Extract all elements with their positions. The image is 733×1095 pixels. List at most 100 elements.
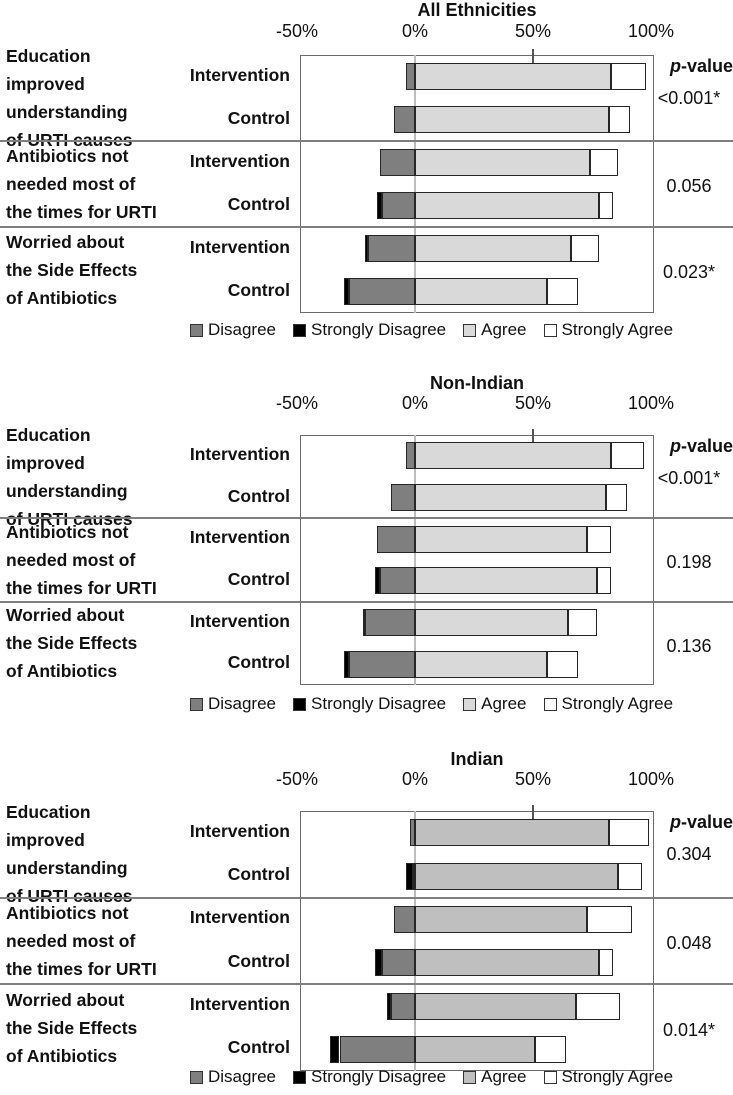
legend-label: Agree [481, 1067, 527, 1086]
legend-item: Disagree [189, 320, 276, 340]
bar-segment-strongly-agree [587, 905, 633, 933]
question-label: Education improved understanding of URTI ca… [6, 802, 211, 906]
x-axis-tick-label: 0% [401, 393, 428, 413]
p-value-header-italic-p: p [669, 56, 681, 76]
legend-swatch-disagree [189, 323, 203, 337]
bar-segment-strongly-disagree [365, 235, 368, 262]
bar-segment-strongly-disagree [344, 278, 349, 305]
bar-segment-disagree [405, 63, 415, 90]
bar-segment-agree [415, 149, 590, 176]
chart-title: Non-Indian [430, 373, 524, 393]
legend-item: Agree [463, 1067, 527, 1087]
x-axis-tick-label: 50% [514, 769, 552, 789]
zero-gridline [414, 435, 416, 685]
bar-segment-agree [415, 949, 600, 977]
question-line: of URTI causes [6, 886, 133, 907]
bar-segment-disagree [339, 1035, 415, 1063]
p-value: 0.023* [662, 262, 716, 283]
p-value-header: p-value [633, 812, 733, 833]
question-line: Education [6, 424, 91, 445]
question-label: Worried about the Side Effects of Antibiot… [6, 594, 211, 693]
legend-item: Disagree [189, 1067, 277, 1087]
group-separator [0, 517, 733, 520]
bar-segment-strongly-agree [606, 484, 628, 511]
question-line: improved [6, 830, 85, 851]
question-line: understanding [6, 102, 128, 122]
bar-segment-agree [415, 650, 548, 678]
bar-segment-agree [415, 484, 607, 511]
question-label: Education improved understanding of URTI ca… [6, 425, 211, 529]
question-line: Education [6, 802, 91, 823]
row-label: Intervention [189, 907, 290, 928]
bar-segment-disagree [391, 992, 415, 1020]
question-line: understanding [6, 858, 128, 879]
p-value: 0.056 [666, 176, 712, 197]
question-line: the times for URTI [6, 202, 157, 222]
legend-item: Strongly Disagree [293, 1067, 446, 1087]
question-line: needed most of [6, 549, 136, 570]
p-value: 0.136 [666, 635, 712, 656]
question-line: of Antibiotics [6, 288, 118, 308]
legend-swatch-agree [463, 323, 477, 337]
row-label: Intervention [189, 994, 290, 1014]
group-separator [0, 600, 733, 603]
bar-segment-agree [415, 1035, 536, 1063]
bar-segment-strongly-disagree [386, 992, 392, 1020]
question-line: of Antibiotics [6, 1045, 118, 1066]
bar-segment-strongly-agree [608, 106, 630, 133]
p-value: <0.001* [657, 468, 721, 488]
question-label: Antibiotics not needed most of the times f… [6, 510, 211, 609]
question-line: Worried about [6, 605, 125, 626]
question-line: of Antibiotics [6, 661, 118, 682]
bar-segment-disagree [377, 525, 415, 553]
question-line: Antibiotics not [6, 902, 129, 923]
bar-segment-strongly-disagree [405, 862, 413, 890]
bar-segment-agree [415, 819, 609, 847]
legend: Disagree Strongly Disagree Agree Strongly A… [130, 320, 733, 340]
group-separator [0, 983, 733, 986]
question-line: the Side Effects [6, 260, 138, 280]
question-line: Worried about [6, 232, 125, 252]
row-label: Control [227, 1037, 290, 1058]
bar-segment-strongly-agree [570, 235, 600, 262]
plot-area [300, 435, 654, 685]
bar-segment-strongly-disagree [330, 1035, 340, 1063]
question-line: Antibiotics not [6, 146, 129, 166]
legend-swatch-strongly_disagree [293, 1070, 307, 1084]
bar-segment-disagree [410, 819, 415, 847]
legend-label: Strongly Agree [561, 320, 674, 339]
question-label: Antibiotics not needed most of the times f… [6, 133, 211, 235]
legend-label: Disagree [207, 694, 277, 713]
bar-segment-agree [415, 278, 548, 305]
legend-label: Disagree [207, 1067, 277, 1086]
question-label: Worried about the Side Effects of Antibiot… [6, 219, 211, 321]
bar-segment-disagree [348, 650, 415, 678]
x-axis-tick-label: 100% [627, 769, 675, 789]
question-line: needed most of [6, 930, 136, 951]
fifty-percent-tick-mark [532, 429, 534, 444]
legend-item: Strongly Disagree [293, 320, 446, 340]
bar-segment-disagree [391, 484, 415, 511]
legend-label: Agree [481, 694, 527, 713]
p-value: 0.048 [666, 933, 712, 954]
legend-label: Strongly Agree [561, 1067, 674, 1086]
bar-segment-strongly-agree [587, 525, 611, 553]
legend-item: Strongly Agree [543, 1067, 674, 1087]
p-value: 0.014* [662, 1020, 716, 1040]
bar-segment-agree [415, 905, 588, 933]
x-axis-tick-label: 100% [627, 21, 675, 41]
bar-segment-strongly-agree [547, 278, 578, 305]
row-label: Intervention [189, 236, 290, 257]
bar-segment-disagree [382, 192, 415, 219]
legend-item: Strongly Disagree [293, 694, 446, 714]
legend-label: Strongly Disagree [311, 320, 447, 339]
p-value-header: p-value [633, 436, 733, 457]
legend-item: Agree [463, 694, 527, 714]
x-axis-tick-label: 50% [514, 393, 552, 413]
plot-area [300, 55, 654, 313]
bar-segment-strongly-agree [535, 1035, 567, 1063]
bar-segment-disagree [379, 149, 415, 176]
question-line: improved [6, 74, 85, 94]
row-label: Intervention [189, 64, 290, 85]
legend-swatch-strongly_disagree [293, 697, 307, 711]
